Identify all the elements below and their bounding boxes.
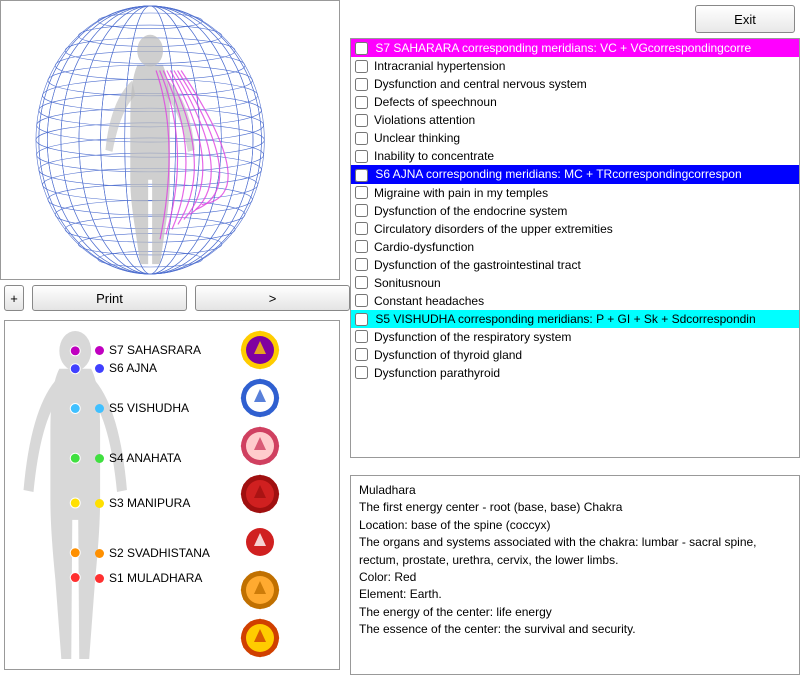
description-line: The organs and systems associated with t…: [359, 534, 791, 569]
description-line: Location: base of the spine (coccyx): [359, 517, 791, 534]
chakra-icon-s7: [239, 329, 281, 371]
chakra-label-s6: S6 AJNA: [95, 361, 157, 375]
symptom-row: Dysfunction parathyroid: [351, 364, 799, 382]
section-header-s7: S7 SAHARARA corresponding meridians: VC …: [351, 39, 799, 57]
symptom-label: Dysfunction of the endocrine system: [374, 204, 567, 218]
symptom-label: Dysfunction and central nervous system: [374, 77, 587, 91]
symptom-label: Dysfunction parathyroid: [374, 366, 500, 380]
symptom-label: Intracranial hypertension: [374, 59, 505, 73]
chakra-label-s7: S7 SAHASRARA: [95, 343, 201, 357]
symptom-row: Inability to concentrate: [351, 147, 799, 165]
symptom-checkbox[interactable]: [355, 60, 368, 73]
symptom-checkbox[interactable]: [355, 150, 368, 163]
chakra-label-s3: S3 MANIPURA: [95, 496, 190, 510]
symptom-row: Violations attention: [351, 111, 799, 129]
print-button[interactable]: Print: [32, 285, 187, 311]
symptom-label: Inability to concentrate: [374, 149, 494, 163]
symptom-checkbox[interactable]: [355, 330, 368, 343]
symptom-label: Circulatory disorders of the upper extre…: [374, 222, 613, 236]
symptom-checkbox[interactable]: [355, 222, 368, 235]
symptom-label: Migraine with pain in my temples: [374, 186, 548, 200]
symptom-checkbox[interactable]: [355, 366, 368, 379]
symptom-checkbox[interactable]: [355, 258, 368, 271]
description-line: The essence of the center: the survival …: [359, 621, 791, 638]
description-line: The first energy center - root (base, ba…: [359, 499, 791, 516]
chakra-icon-s4: [239, 473, 281, 515]
symptom-checkbox[interactable]: [355, 114, 368, 127]
symptom-label: Dysfunction of the respiratory system: [374, 330, 571, 344]
symptom-checkbox[interactable]: [355, 276, 368, 289]
section-checkbox-s7[interactable]: [355, 42, 368, 55]
symptom-row: Sonitusnoun: [351, 274, 799, 292]
chakra-icon-s5: [239, 425, 281, 467]
chakra-label-s2: S2 SVADHISTANA: [95, 546, 210, 560]
symptom-label: Unclear thinking: [374, 131, 460, 145]
exit-button[interactable]: Exit: [695, 5, 795, 33]
chakra-description: Muladhara The first energy center - root…: [350, 475, 800, 675]
symptom-row: Migraine with pain in my temples: [351, 184, 799, 202]
symptom-checkbox[interactable]: [355, 294, 368, 307]
description-title: Muladhara: [359, 482, 791, 499]
symptom-checkbox[interactable]: [355, 348, 368, 361]
symptom-row: Dysfunction of the endocrine system: [351, 202, 799, 220]
section-checkbox-s6[interactable]: [355, 169, 368, 182]
description-line: Element: Earth.: [359, 586, 791, 603]
symptom-checkbox[interactable]: [355, 96, 368, 109]
symptom-row: Constant headaches: [351, 292, 799, 310]
symptom-label: Sonitusnoun: [374, 276, 441, 290]
chakra-label-s1: S1 MULADHARA: [95, 571, 202, 585]
symptom-row: Defects of speechnoun: [351, 93, 799, 111]
section-header-s5: S5 VISHUDHA corresponding meridians: P +…: [351, 310, 799, 328]
description-line: Color: Red: [359, 569, 791, 586]
symptom-checkbox[interactable]: [355, 240, 368, 253]
symptom-row: Unclear thinking: [351, 129, 799, 147]
plus-button[interactable]: +: [4, 285, 24, 311]
symptom-row: Circulatory disorders of the upper extre…: [351, 220, 799, 238]
chakra-icon-s3: [239, 521, 281, 563]
symptom-row: Dysfunction of the gastrointestinal trac…: [351, 256, 799, 274]
section-checkbox-s5[interactable]: [355, 313, 368, 326]
chakra-icon-column: [230, 321, 290, 669]
chakra-icon-s1: [239, 617, 281, 659]
symptom-label: Dysfunction of thyroid gland: [374, 348, 522, 362]
section-header-s6: S6 AJNA corresponding meridians: MC + TR…: [351, 165, 799, 183]
chakra-legend-panel: S7 SAHASRARA S6 AJNA S5 VISHUDHA S4 ANAHATA…: [4, 320, 340, 670]
chakra-body-diagram: S7 SAHASRARA S6 AJNA S5 VISHUDHA S4 ANAHATA…: [5, 321, 230, 669]
symptom-row: Intracranial hypertension: [351, 57, 799, 75]
description-line: The energy of the center: life energy: [359, 604, 791, 621]
symptoms-list[interactable]: S7 SAHARARA corresponding meridians: VC …: [350, 38, 800, 458]
symptom-checkbox[interactable]: [355, 78, 368, 91]
chakra-icon-s6: [239, 377, 281, 419]
aura-visualization: [0, 0, 340, 280]
symptom-checkbox[interactable]: [355, 186, 368, 199]
symptom-row: Dysfunction of the respiratory system: [351, 328, 799, 346]
symptom-label: Defects of speechnoun: [374, 95, 497, 109]
symptom-row: Cardio-dysfunction: [351, 238, 799, 256]
symptom-row: Dysfunction of thyroid gland: [351, 346, 799, 364]
symptom-row: Dysfunction and central nervous system: [351, 75, 799, 93]
symptom-label: Constant headaches: [374, 294, 484, 308]
symptom-checkbox[interactable]: [355, 132, 368, 145]
chakra-label-s5: S5 VISHUDHA: [95, 401, 189, 415]
symptom-label: Cardio-dysfunction: [374, 240, 474, 254]
chakra-icon-s2: [239, 569, 281, 611]
symptom-checkbox[interactable]: [355, 204, 368, 217]
symptom-label: Dysfunction of the gastrointestinal trac…: [374, 258, 581, 272]
chakra-label-s4: S4 ANAHATA: [95, 451, 181, 465]
next-button[interactable]: >: [195, 285, 350, 311]
symptom-label: Violations attention: [374, 113, 475, 127]
